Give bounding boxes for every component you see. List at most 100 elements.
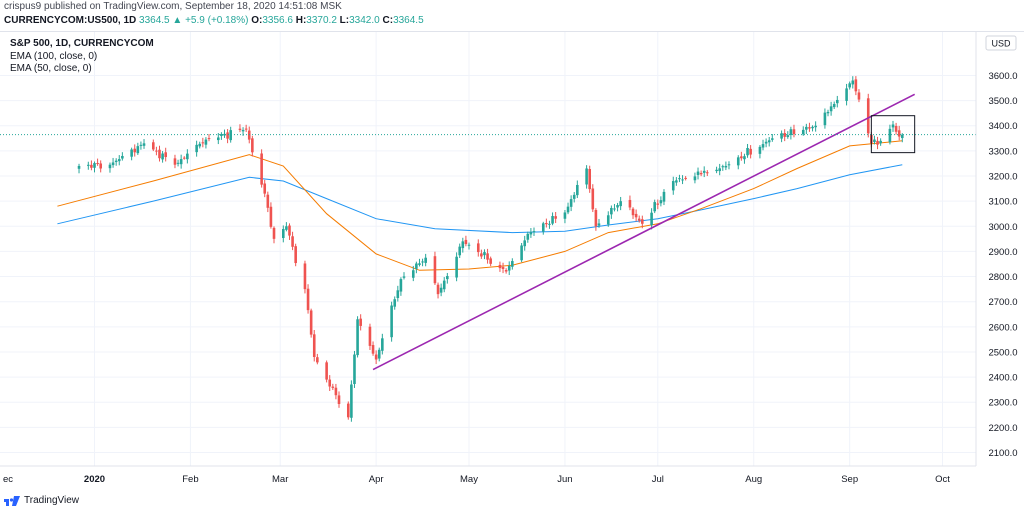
candle-body [498, 264, 502, 269]
candle-body [241, 129, 245, 132]
candle-body [541, 223, 545, 232]
candle-body [789, 129, 793, 136]
price-tick-label: 2200.0 [988, 423, 1017, 434]
candle-body [393, 299, 397, 307]
candle-body [879, 140, 882, 144]
candle-body [653, 202, 656, 212]
candle-body [894, 125, 898, 132]
candle-body [749, 148, 752, 155]
candle-body [179, 159, 183, 165]
candle-body [619, 201, 622, 207]
candle-body [263, 183, 267, 194]
candle-body [483, 252, 486, 256]
candle-body [675, 180, 678, 183]
change-value: +5.9 (+0.18%) [185, 15, 249, 26]
candle-body [461, 241, 465, 249]
legend-ema50: EMA (50, close, 0) [10, 63, 92, 74]
publish-line: crispus9 published on TradingView.com, S… [4, 1, 342, 12]
time-tick-label: Mar [272, 474, 288, 485]
candle-body [176, 162, 180, 164]
candle-body [613, 208, 616, 210]
candle-body [845, 88, 848, 101]
candle-body [294, 246, 297, 264]
currency-badge[interactable] [985, 35, 1017, 51]
candle-body [458, 246, 462, 256]
candle-body [325, 362, 328, 380]
price-tick-label: 2900.0 [988, 247, 1017, 258]
candle-body [312, 334, 316, 357]
price-tick-label: 2700.0 [988, 297, 1017, 308]
candle-body [359, 318, 362, 326]
time-tick-label: Sep [841, 474, 858, 485]
candle-body [684, 177, 687, 179]
candle-body [117, 159, 121, 162]
candle-body [226, 132, 229, 139]
candle-body [374, 354, 378, 360]
price-tick-label: 2300.0 [988, 398, 1017, 409]
candle-body [77, 165, 81, 169]
candle-body [269, 206, 273, 227]
candle-body [489, 258, 492, 264]
candle-body [350, 384, 353, 418]
candle-body [529, 232, 533, 235]
candle-body [415, 263, 418, 269]
candle-body [758, 146, 762, 154]
annotation-box [870, 115, 916, 154]
candle-body [130, 149, 133, 157]
candle-body [421, 261, 424, 263]
candle-body [563, 212, 567, 219]
candle-body [371, 345, 375, 354]
header-divider [0, 31, 1024, 32]
candle-body [411, 270, 415, 278]
candle-body [158, 149, 161, 159]
candle-body [634, 213, 638, 218]
candle-body [285, 226, 288, 230]
candle-body [467, 244, 471, 246]
price-tick-label: 3300.0 [988, 146, 1017, 157]
candle-body [718, 168, 721, 172]
high-value: 3370.2 [306, 15, 337, 26]
candle-body [724, 165, 728, 168]
candle-body [594, 210, 598, 227]
candle-body [164, 152, 167, 158]
candle-body [281, 229, 285, 238]
candle-body [746, 147, 749, 156]
open-label: O: [251, 15, 263, 26]
candle-body [520, 245, 523, 261]
candle-body [662, 191, 666, 202]
candle-body [272, 227, 276, 239]
open-value: 3356.6 [262, 15, 293, 26]
candle-body [761, 144, 765, 148]
candle-body [641, 219, 644, 224]
candle-body [155, 150, 158, 152]
candle-body [260, 153, 263, 185]
candle-body [399, 279, 403, 292]
candle-body [628, 199, 632, 208]
low-label: L: [339, 15, 350, 26]
candle-body [501, 267, 505, 269]
tradingview-logo[interactable]: TradingView [4, 495, 79, 506]
candle-body [523, 240, 527, 247]
candle-body [377, 349, 381, 359]
candle-body [721, 166, 725, 168]
candle-body [220, 134, 223, 136]
candle-body [616, 205, 619, 208]
candle-body [418, 263, 421, 265]
time-tick-label: Aug [745, 474, 762, 485]
candle-body [631, 208, 635, 216]
candle-body [455, 256, 458, 278]
candle-body [114, 160, 118, 163]
candle-body [201, 142, 205, 144]
close-value: 3364.5 [393, 15, 424, 26]
price-tick-label: 2500.0 [988, 347, 1017, 358]
legend-title: S&P 500, 1D, CURRENCYCOM [10, 38, 154, 49]
brand-label: TradingView [24, 495, 80, 506]
candle-body [702, 170, 706, 173]
candle-body [888, 128, 892, 143]
candle-body [696, 171, 700, 175]
candle-body [900, 134, 904, 139]
candle-body [637, 218, 641, 221]
candle-body [476, 243, 480, 253]
candle-body [309, 310, 313, 335]
